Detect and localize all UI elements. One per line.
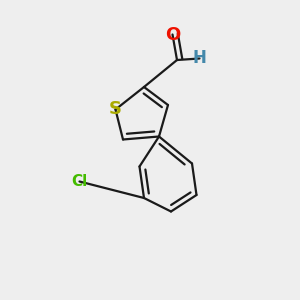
Text: O: O xyxy=(165,26,180,44)
Text: S: S xyxy=(109,100,122,118)
Text: H: H xyxy=(193,50,206,68)
Text: Cl: Cl xyxy=(71,174,88,189)
